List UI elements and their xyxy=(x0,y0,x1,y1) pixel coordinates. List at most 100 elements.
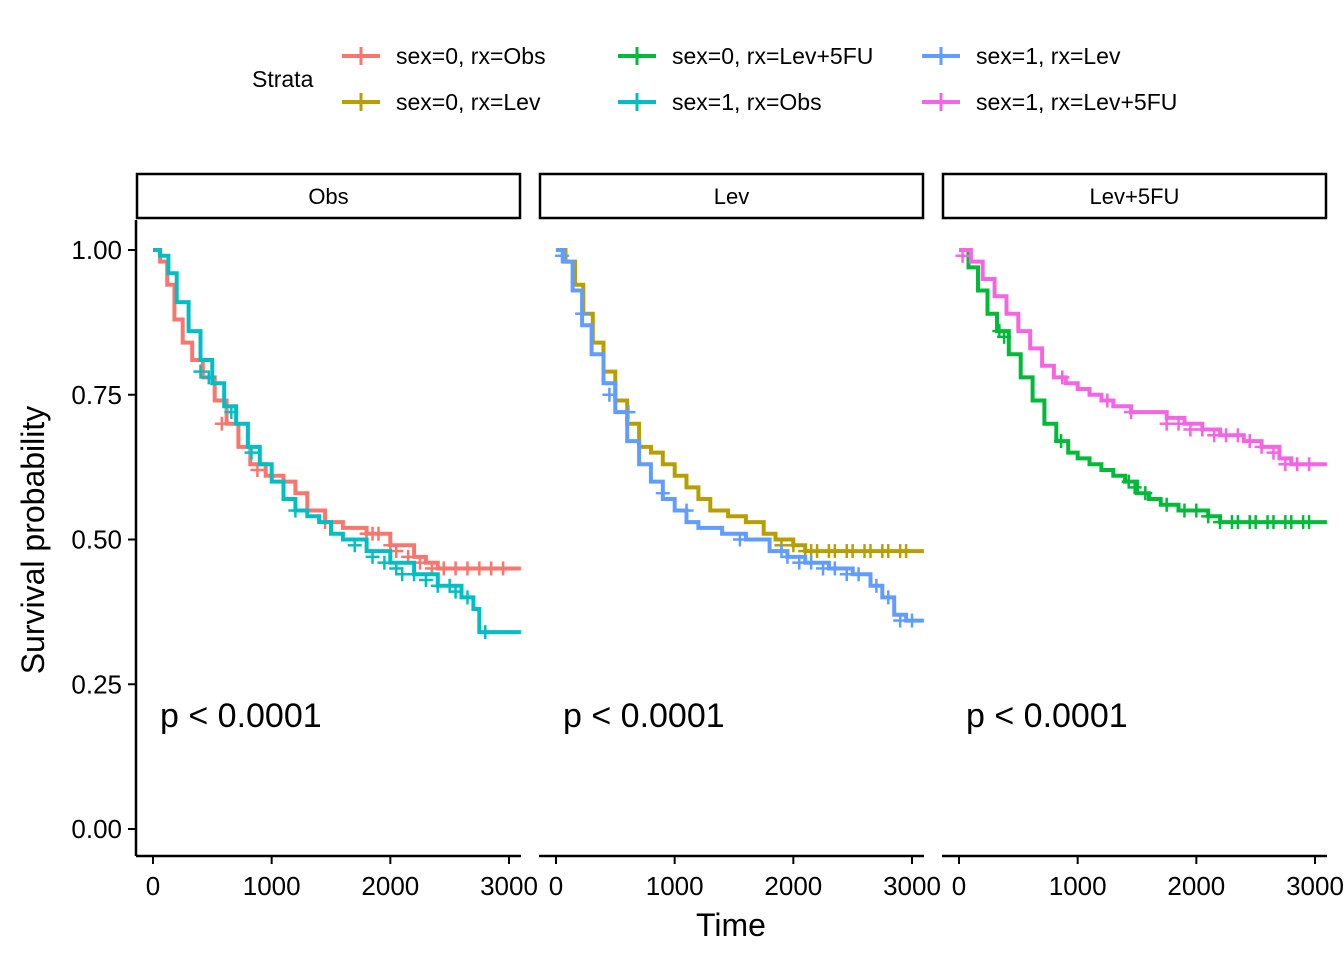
y-tick-label: 0.00 xyxy=(71,814,122,844)
censor-mark xyxy=(1054,434,1069,449)
censor-mark xyxy=(244,445,259,460)
x-tick-label: 2000 xyxy=(764,871,822,901)
legend-item: sex=1, rx=Lev+5FU xyxy=(922,89,1177,115)
series xyxy=(556,248,924,559)
p-value-annotation: p < 0.0001 xyxy=(966,697,1128,735)
legend-item: sex=0, rx=Obs xyxy=(342,43,546,69)
censor-mark xyxy=(827,561,842,576)
censor-mark xyxy=(575,306,590,321)
x-tick-label: 3000 xyxy=(1286,871,1344,901)
p-value-annotation: p < 0.0001 xyxy=(563,697,725,735)
survival-curve xyxy=(959,248,1327,525)
facet-panel: Obs 0 1000 2000 3000 p < 0.0001 xyxy=(135,172,538,901)
x-tick-label: 3000 xyxy=(480,871,538,901)
legend-label: sex=1, rx=Lev xyxy=(976,43,1121,69)
censor-mark xyxy=(250,463,265,478)
censor-mark xyxy=(554,248,569,263)
x-tick-label: 0 xyxy=(549,871,563,901)
censor-mark xyxy=(448,584,463,599)
censor-mark xyxy=(905,613,919,628)
censor-mark xyxy=(839,567,854,582)
facet-panels: Obs 0 1000 2000 3000 p < 0.0001 Lev 0 1000 2000 30… xyxy=(135,172,1344,901)
series xyxy=(153,248,521,640)
censor-mark xyxy=(1290,457,1305,472)
censor-mark xyxy=(1138,486,1153,501)
survival-curve xyxy=(153,248,521,635)
censor-mark xyxy=(214,416,229,431)
censor-mark xyxy=(804,555,819,570)
censor-mark xyxy=(881,544,896,559)
legend-label: sex=0, rx=Lev+5FU xyxy=(672,43,873,69)
censor-mark xyxy=(655,486,670,501)
censor-mark xyxy=(899,544,914,559)
legend-item: sex=0, rx=Lev xyxy=(342,89,541,115)
y-tick-label: 0.50 xyxy=(71,525,122,555)
censor-mark xyxy=(827,544,842,559)
x-tick-label: 1000 xyxy=(646,871,704,901)
legend-item: sex=0, rx=Lev+5FU xyxy=(618,43,873,69)
p-value-annotation: p < 0.0001 xyxy=(160,697,322,735)
censor-mark xyxy=(1055,370,1070,385)
censor-mark xyxy=(1242,434,1257,449)
censor-mark xyxy=(1127,480,1142,495)
x-tick-label: 2000 xyxy=(361,871,419,901)
censor-mark xyxy=(1266,445,1281,460)
censor-mark xyxy=(288,503,303,518)
series xyxy=(554,248,924,628)
legend-item: sex=1, rx=Obs xyxy=(618,89,822,115)
y-tick-label: 0.25 xyxy=(71,669,122,699)
censor-mark xyxy=(371,526,386,541)
censor-mark xyxy=(1284,515,1299,530)
legend-label: sex=1, rx=Obs xyxy=(672,89,822,115)
censor-mark xyxy=(407,567,422,582)
legend-label: sex=0, rx=Lev xyxy=(396,89,541,115)
y-axis-title: Survival probability xyxy=(15,406,51,675)
censor-mark xyxy=(1201,509,1216,524)
censor-mark xyxy=(816,561,830,576)
censor-mark xyxy=(1254,439,1269,454)
censor-mark xyxy=(810,544,825,559)
censor-mark xyxy=(347,538,362,553)
x-tick-label: 0 xyxy=(146,871,160,901)
censor-mark xyxy=(395,567,410,582)
legend: Strata sex=0, rx=Obs sex=0, rx=Lev sex=0, … xyxy=(252,43,1177,115)
censor-mark xyxy=(418,573,433,588)
series xyxy=(153,248,521,576)
x-tick-label: 2000 xyxy=(1167,871,1225,901)
censor-mark xyxy=(1171,416,1186,431)
x-tick-label: 3000 xyxy=(883,871,941,901)
censor-mark xyxy=(1248,515,1263,530)
facet-strip xyxy=(538,172,925,220)
censor-mark xyxy=(792,555,807,570)
censor-mark xyxy=(448,561,463,576)
censor-mark xyxy=(1302,515,1317,530)
survival-curve xyxy=(959,248,1327,467)
censor-mark xyxy=(1124,405,1139,420)
censor-mark xyxy=(1207,428,1222,443)
censor-mark xyxy=(1195,422,1210,437)
censor-mark xyxy=(484,561,499,576)
censor-mark xyxy=(460,590,475,605)
censor-mark xyxy=(863,544,878,559)
censor-mark xyxy=(786,538,801,553)
censor-mark xyxy=(365,549,380,564)
censor-mark xyxy=(780,549,795,564)
censor-mark xyxy=(478,625,493,640)
facet-strip-label: Obs xyxy=(308,184,348,209)
censor-mark xyxy=(193,364,208,379)
censor-mark xyxy=(1278,457,1293,472)
censor-mark xyxy=(1213,515,1228,530)
censor-mark xyxy=(679,503,694,518)
x-tick-label: 0 xyxy=(952,871,966,901)
facet-strip-label: Lev+5FU xyxy=(1090,184,1180,209)
censor-mark xyxy=(1159,497,1174,512)
censor-mark xyxy=(1266,515,1281,530)
censor-mark xyxy=(1189,503,1204,518)
censor-mark xyxy=(1219,428,1233,443)
censor-mark xyxy=(869,578,884,593)
y-tick-label: 0.75 xyxy=(71,380,122,410)
facet-panel: Lev+5FU 0 1000 2000 3000 p < 0.0001 xyxy=(941,172,1344,901)
series xyxy=(959,248,1327,530)
censor-mark xyxy=(460,561,475,576)
